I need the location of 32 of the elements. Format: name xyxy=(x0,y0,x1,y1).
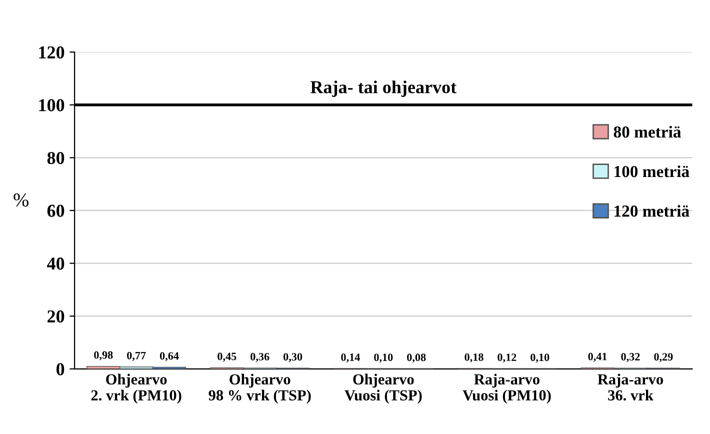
legend-label: 100 metriä xyxy=(614,165,690,178)
data-label: 0,45 xyxy=(218,352,236,362)
y-tick-label: 20 xyxy=(48,310,64,323)
y-tick-label: 80 xyxy=(47,152,64,164)
data-label: 0,98 xyxy=(94,351,113,360)
y-tick-label: 120 xyxy=(39,46,64,59)
x-tick-label: Ohjearvo 2. vrk (PM10) xyxy=(91,374,182,404)
data-label: 0,18 xyxy=(464,353,484,362)
data-label: 0,10 xyxy=(530,354,550,363)
legend-label: 80 metriä xyxy=(614,126,682,138)
x-tick-label: Ohjearvo 98 % vrk (TSP) xyxy=(208,374,311,404)
data-label: 0,77 xyxy=(127,352,146,361)
data-label: 0,30 xyxy=(284,353,302,362)
data-label: 0,32 xyxy=(621,353,640,362)
data-label: 0,29 xyxy=(654,353,673,362)
legend-label: 120 metriä xyxy=(614,205,690,217)
data-label: 0,08 xyxy=(407,354,426,363)
x-tick-label: Raja-arvo Vuosi (PM10) xyxy=(462,374,551,404)
x-tick-label: Ohjearvo Vuosi (TSP) xyxy=(344,374,422,404)
ref-line-label: Raja- tai ohjearvot xyxy=(310,80,457,97)
data-label: 0,10 xyxy=(374,354,393,363)
y-tick-label: 100 xyxy=(39,99,64,112)
x-tick-label: Raja-arvo 36. vrk xyxy=(598,374,663,401)
y-axis-title: % xyxy=(14,193,29,207)
data-label: 0,64 xyxy=(160,352,179,362)
data-label: 0,12 xyxy=(498,354,516,363)
data-label: 0,14 xyxy=(341,353,360,363)
y-tick-label: 0 xyxy=(56,363,64,376)
data-label: 0,36 xyxy=(250,352,270,362)
data-label: 0,41 xyxy=(588,352,607,362)
y-tick-label: 40 xyxy=(47,258,64,270)
y-tick-label: 60 xyxy=(47,204,64,217)
